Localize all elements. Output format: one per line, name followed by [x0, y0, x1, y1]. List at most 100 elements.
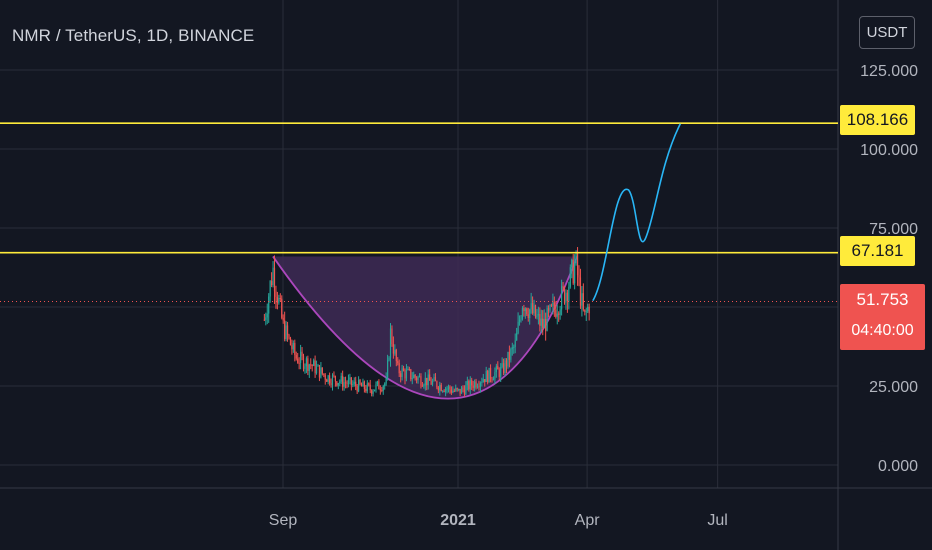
candle-body	[378, 381, 380, 390]
candle-body	[495, 365, 497, 373]
candle-body	[463, 389, 466, 395]
candle-body	[369, 384, 371, 391]
candle-body	[484, 379, 486, 382]
candle-body	[330, 383, 332, 385]
candle-body	[579, 277, 582, 306]
candle-body	[423, 385, 425, 387]
candle-body	[355, 381, 357, 387]
y-tick-label: 100.000	[860, 142, 918, 159]
candle-body	[449, 386, 451, 390]
candle-body	[265, 317, 267, 320]
candle-body	[518, 319, 521, 322]
candle-body	[279, 297, 281, 299]
candle-body	[318, 365, 321, 378]
candle-body	[481, 382, 483, 384]
candle-body	[516, 333, 518, 341]
candle-body	[507, 351, 509, 367]
candle-body	[358, 379, 360, 392]
candle-body	[574, 263, 576, 284]
candle-body	[562, 286, 564, 288]
candle-body	[305, 358, 308, 367]
candle-body	[524, 308, 526, 312]
candle-body	[323, 373, 325, 375]
candle-body	[284, 320, 286, 340]
candle-body	[491, 378, 493, 380]
candle-body	[558, 313, 560, 315]
candle-body	[430, 380, 432, 385]
candle-body	[281, 298, 283, 318]
candle-body	[404, 370, 406, 379]
candle-body	[443, 390, 445, 392]
candle-body	[456, 388, 458, 390]
y-tick-label: 0.000	[878, 458, 918, 475]
candle-body	[365, 388, 367, 392]
candle-body	[571, 259, 573, 268]
candle-body	[466, 381, 468, 386]
candle-countdown: 04:40:00	[840, 314, 925, 350]
candle-body	[539, 313, 541, 326]
candle-body	[395, 349, 397, 362]
candle-body	[398, 363, 400, 374]
candle-body	[543, 319, 545, 329]
candle-body	[337, 383, 339, 386]
y-tick-label: 75.000	[869, 221, 918, 238]
candle-body	[331, 375, 334, 385]
candle-body	[329, 375, 331, 384]
candle-body	[440, 384, 442, 392]
candle-body	[517, 321, 519, 334]
candle-body	[375, 383, 377, 390]
candle-body	[429, 374, 431, 381]
candle-body	[371, 390, 373, 394]
candle-body	[455, 388, 457, 391]
candle-body	[510, 349, 512, 360]
candle-body	[311, 364, 313, 366]
candle-body	[478, 386, 480, 388]
candle-body	[537, 313, 540, 316]
candle-body	[585, 311, 587, 313]
candle-body	[453, 390, 455, 392]
candle-body	[426, 377, 428, 386]
candle-body	[511, 347, 513, 350]
candle-body	[433, 377, 435, 381]
candle-body	[526, 308, 528, 315]
candle-body	[344, 382, 347, 384]
candle-body	[324, 374, 326, 380]
candle-body	[542, 318, 544, 329]
candle-body	[414, 374, 416, 378]
candle-body	[373, 389, 376, 392]
candle-body	[300, 351, 302, 363]
candle-body	[505, 360, 508, 367]
candle-body	[532, 303, 534, 314]
candle-body	[308, 364, 310, 371]
candle-body	[498, 369, 500, 377]
candle-body	[458, 388, 460, 390]
candle-body	[363, 381, 366, 389]
candle-body	[362, 381, 364, 387]
candle-body	[445, 388, 447, 392]
candle-body	[263, 319, 265, 321]
candle-body	[520, 318, 522, 320]
candle-body	[514, 340, 516, 347]
candle-body	[282, 317, 284, 321]
candle-body	[278, 297, 280, 303]
candle-body	[427, 374, 429, 386]
candle-body	[408, 368, 410, 370]
candle-body	[572, 259, 574, 284]
candle-body	[500, 366, 502, 377]
candle-body	[529, 309, 531, 319]
candle-body	[450, 389, 453, 393]
currency-button[interactable]: USDT	[859, 16, 915, 49]
candle-body	[501, 363, 503, 367]
candle-body	[447, 386, 450, 389]
candle-body	[289, 337, 292, 346]
candle-body	[534, 305, 537, 318]
y-tick-label: 25.000	[869, 379, 918, 396]
candle-body	[336, 381, 338, 386]
candle-body	[347, 379, 350, 385]
candle-body	[391, 328, 393, 345]
candle-body	[413, 374, 415, 379]
candle-body	[462, 387, 464, 390]
candle-body	[304, 366, 306, 369]
candle-body	[407, 368, 409, 370]
